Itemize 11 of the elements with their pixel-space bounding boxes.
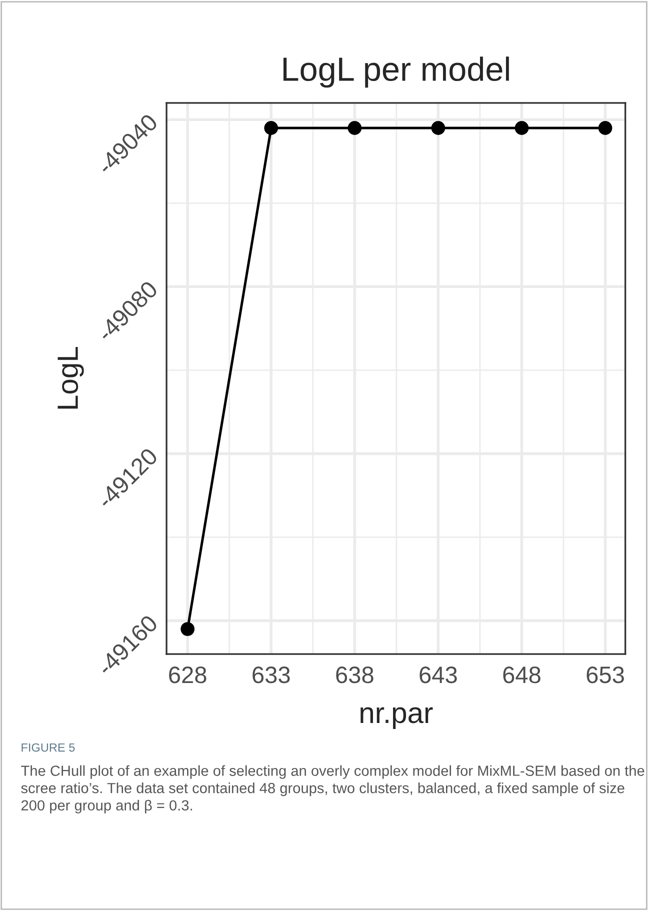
x-tick-label: 628 xyxy=(169,666,206,684)
y-axis-title: LogL xyxy=(58,347,84,409)
x-axis-title: nr.par xyxy=(360,707,433,729)
x-tick-label: 653 xyxy=(586,666,624,684)
x-tick-label: 638 xyxy=(336,666,374,684)
x-tick-label: 643 xyxy=(420,666,457,684)
x-tick-label: 648 xyxy=(503,666,540,684)
text: The CHull plot of an example of selecting an overly complex model for MixML-SEM based on the scree ratio’s. The data set contained 48 groups, two clusters, balanced, a fixed sample of size 200 per group and β = 0.3. xyxy=(21,765,644,814)
x-tick-label: 633 xyxy=(252,666,290,684)
chart-title: LogL per model xyxy=(283,56,509,88)
caption: FIGURE 5 xyxy=(22,743,75,752)
